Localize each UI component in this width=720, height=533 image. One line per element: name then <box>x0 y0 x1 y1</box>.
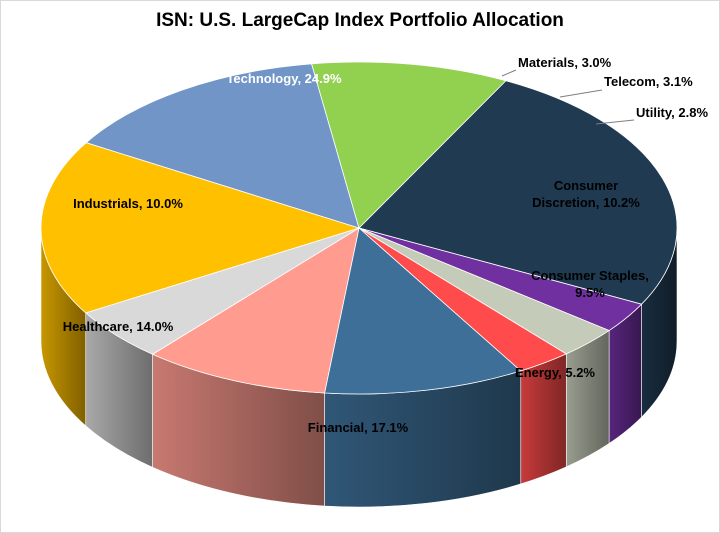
data-label-line: Energy, 5.2% <box>515 365 595 380</box>
pie-slice-technology[interactable] <box>358 80 678 305</box>
data-label-line: Financial, 17.1% <box>308 420 409 435</box>
data-label-line: 9.5% <box>575 285 605 300</box>
data-label-line: Telecom, 3.1% <box>604 74 693 89</box>
pie-side-walls <box>40 227 678 508</box>
data-label-healthcare: Healthcare, 14.0% <box>63 319 174 334</box>
data-label-line: Consumer Staples, <box>531 268 649 283</box>
pie-slice-consumer-discretion[interactable] <box>324 227 522 395</box>
data-label-line: Healthcare, 14.0% <box>63 319 174 334</box>
data-label-telecom: Telecom, 3.1% <box>604 74 693 89</box>
data-label-materials: Materials, 3.0% <box>518 55 612 70</box>
data-label-energy: Energy, 5.2% <box>515 365 595 380</box>
data-label-financial: Financial, 17.1% <box>308 420 409 435</box>
pie-slice-industrials[interactable] <box>311 61 507 229</box>
data-label-consumer-staples: Consumer Staples, 9.5% <box>531 268 649 300</box>
data-label-utility: Utility, 2.8% <box>636 105 708 120</box>
data-label-line: Discretion, 10.2% <box>532 195 640 210</box>
chart-title: ISN: U.S. LargeCap Index Portfolio Alloc… <box>156 10 564 31</box>
data-label-technology: Technology, 24.9% <box>226 71 342 86</box>
data-label-line: Consumer <box>554 178 618 193</box>
pie-slice-healthcare[interactable] <box>85 63 360 229</box>
data-label-consumer-discretion: Consumer Discretion, 10.2% <box>532 178 640 210</box>
data-label-line: Utility, 2.8% <box>636 105 708 120</box>
leader-line-telecom <box>559 89 603 98</box>
data-label-industrials: Industrials, 10.0% <box>73 196 183 211</box>
pie-slice-financial[interactable] <box>40 142 361 314</box>
data-label-line: Materials, 3.0% <box>518 55 612 70</box>
data-label-line: Technology, 24.9% <box>226 71 342 86</box>
pie-slice-consumer-staples[interactable] <box>151 227 360 394</box>
leader-line-materials <box>501 69 517 77</box>
pie-slices <box>40 61 678 395</box>
data-label-line: Industrials, 10.0% <box>73 196 183 211</box>
leader-line-utility <box>595 119 635 125</box>
